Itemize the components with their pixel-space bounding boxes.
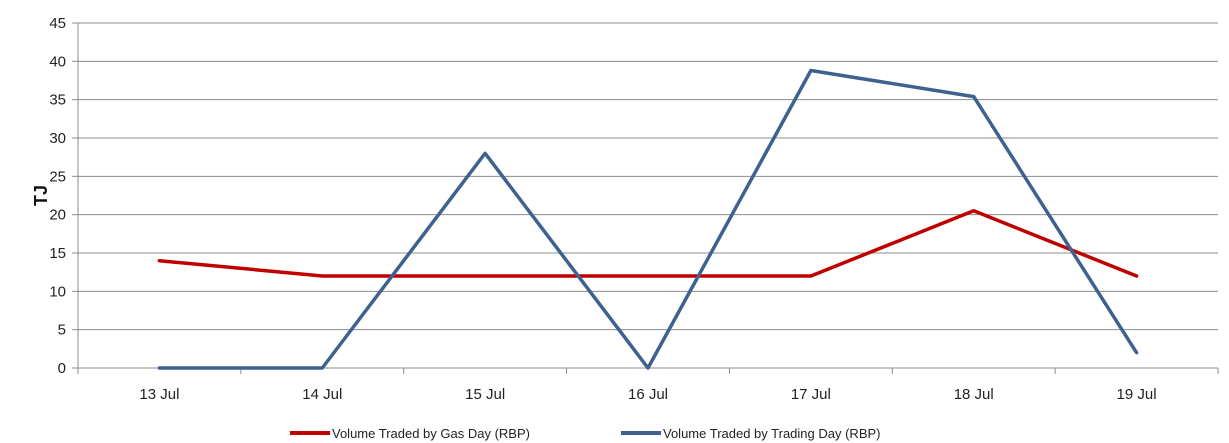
- y-tick-label: 0: [58, 360, 66, 377]
- x-tick-label: 18 Jul: [954, 386, 994, 403]
- y-tick-label: 5: [58, 322, 66, 339]
- legend-label: Volume Traded by Trading Day (RBP): [663, 426, 881, 441]
- y-tick-label: 35: [49, 92, 66, 109]
- y-tick-label: 45: [49, 15, 66, 32]
- x-tick-label: 19 Jul: [1117, 386, 1157, 403]
- y-tick-label: 20: [49, 207, 66, 224]
- y-axis-title: TJ: [31, 185, 51, 206]
- y-tick-label: 40: [49, 53, 66, 70]
- series-line-1: [157, 209, 1139, 278]
- y-tick-label: 10: [49, 283, 66, 300]
- y-tick-label: 30: [49, 130, 66, 147]
- legend: Volume Traded by Gas Day (RBP) Volume Tra…: [290, 426, 881, 441]
- x-tick-label: 17 Jul: [791, 386, 831, 403]
- series-line-2: [157, 68, 1139, 370]
- x-tick-labels: 13 Jul 14 Jul 15 Jul 16 Jul 17 Jul 18 Jul 19 J…: [139, 386, 1156, 403]
- x-tick-label: 14 Jul: [302, 386, 342, 403]
- legend-label: Volume Traded by Gas Day (RBP): [332, 426, 530, 441]
- y-tick-labels: 0 5 10 15 20 25 30 35 40 45: [49, 15, 66, 377]
- y-tick-label: 25: [49, 168, 66, 185]
- legend-item: Volume Traded by Trading Day (RBP): [621, 426, 881, 441]
- legend-item: Volume Traded by Gas Day (RBP): [290, 426, 530, 441]
- y-tick-label: 15: [49, 245, 66, 262]
- gridlines: [78, 22, 1218, 331]
- x-tick-label: 15 Jul: [465, 386, 505, 403]
- series-lines: [157, 68, 1139, 370]
- axes: [72, 22, 1219, 374]
- x-tick-label: 16 Jul: [628, 386, 668, 403]
- x-tick-label: 13 Jul: [139, 386, 179, 403]
